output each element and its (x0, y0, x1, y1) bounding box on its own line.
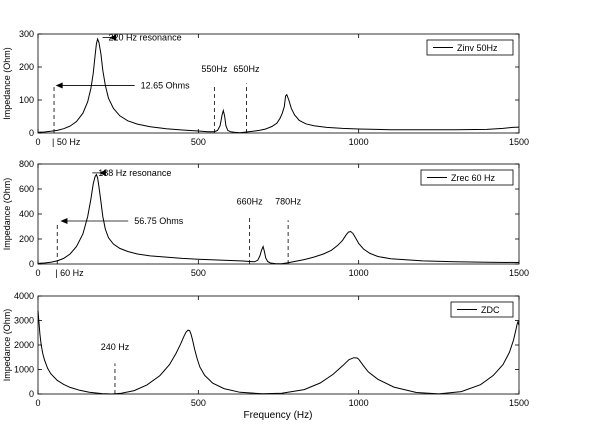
y-tick-label: 3000 (14, 316, 34, 326)
x-tick-label: 500 (191, 137, 206, 147)
annotation-label: | 50 Hz (52, 137, 81, 147)
x-tick-label: 1000 (349, 268, 369, 278)
annotation-label: 660Hz (237, 197, 264, 207)
annotation-label: 188 Hz resonance (98, 168, 171, 178)
annotation-label: 780Hz (275, 197, 302, 207)
y-tick-label: 0 (29, 259, 34, 269)
x-tick-label: 500 (191, 398, 206, 408)
y-tick-label: 4000 (14, 291, 34, 301)
y-tick-label: 400 (19, 209, 34, 219)
series-line-0 (37, 173, 520, 265)
axes-frame (37, 33, 520, 134)
y-tick-label: 300 (19, 29, 34, 39)
y-axis-label: Impedance (Ohm) (2, 309, 12, 382)
series-line-0 (37, 310, 520, 395)
x-tick-label: 1500 (509, 398, 529, 408)
y-axis-label: Impedance (Ohm) (2, 178, 12, 251)
annotation-arrowhead (109, 34, 117, 41)
legend-label: ZDC (481, 305, 500, 315)
annotation-label: 240 Hz (101, 342, 130, 352)
annotation-label: 650Hz (233, 64, 260, 74)
x-tick-label: 1500 (509, 137, 529, 147)
x-tick-label: 1000 (349, 398, 369, 408)
y-tick-label: 100 (19, 95, 34, 105)
x-tick-label: 500 (191, 268, 206, 278)
x-tick-label: 1500 (509, 268, 529, 278)
legend: Zrec 60 Hz (420, 169, 514, 186)
y-tick-label: 200 (19, 234, 34, 244)
annotation-arrowhead (55, 82, 63, 89)
annotation-label: 220 Hz resonance (109, 33, 182, 43)
panel-zinv: 0 500 1000 1500 0 100 200 300 Impedance (Ohm) 220… (2, 29, 529, 147)
legend-label: Zinv 50Hz (457, 43, 498, 53)
legend-box (426, 39, 514, 56)
legend: ZDC (450, 301, 514, 318)
y-axis-label: Impedance (Ohm) (2, 47, 12, 120)
series-line-0 (37, 37, 520, 134)
figure-xlabel: Frequency (Hz) (244, 410, 313, 421)
y-tick-label: 0 (29, 389, 34, 399)
annotation-label: 56.75 Ohms (134, 216, 184, 226)
legend-label: Zrec 60 Hz (451, 173, 496, 183)
annotation-label: | 60 Hz (55, 268, 84, 278)
annotation-arrowhead (98, 169, 106, 176)
legend-box (420, 169, 514, 186)
annotation-label: 550Hz (201, 64, 228, 74)
legend-box (450, 301, 514, 318)
y-tick-label: 0 (29, 128, 34, 138)
x-tick-label: 0 (35, 268, 40, 278)
annotation-label: 12.65 Ohms (141, 80, 191, 90)
y-tick-label: 800 (19, 159, 34, 169)
annotation-arrowhead (60, 218, 68, 224)
legend: Zinv 50Hz (426, 39, 514, 56)
x-tick-label: 0 (35, 137, 40, 147)
y-tick-label: 2000 (14, 340, 34, 350)
y-tick-label: 600 (19, 184, 34, 194)
x-tick-label: 1000 (349, 137, 369, 147)
y-tick-label: 200 (19, 62, 34, 72)
x-tick-label: 0 (35, 398, 40, 408)
panel-zrec: 0 500 1000 1500 0 200 400 600 800 Impedance (Ohm)… (2, 159, 529, 278)
y-tick-label: 1000 (14, 365, 34, 375)
